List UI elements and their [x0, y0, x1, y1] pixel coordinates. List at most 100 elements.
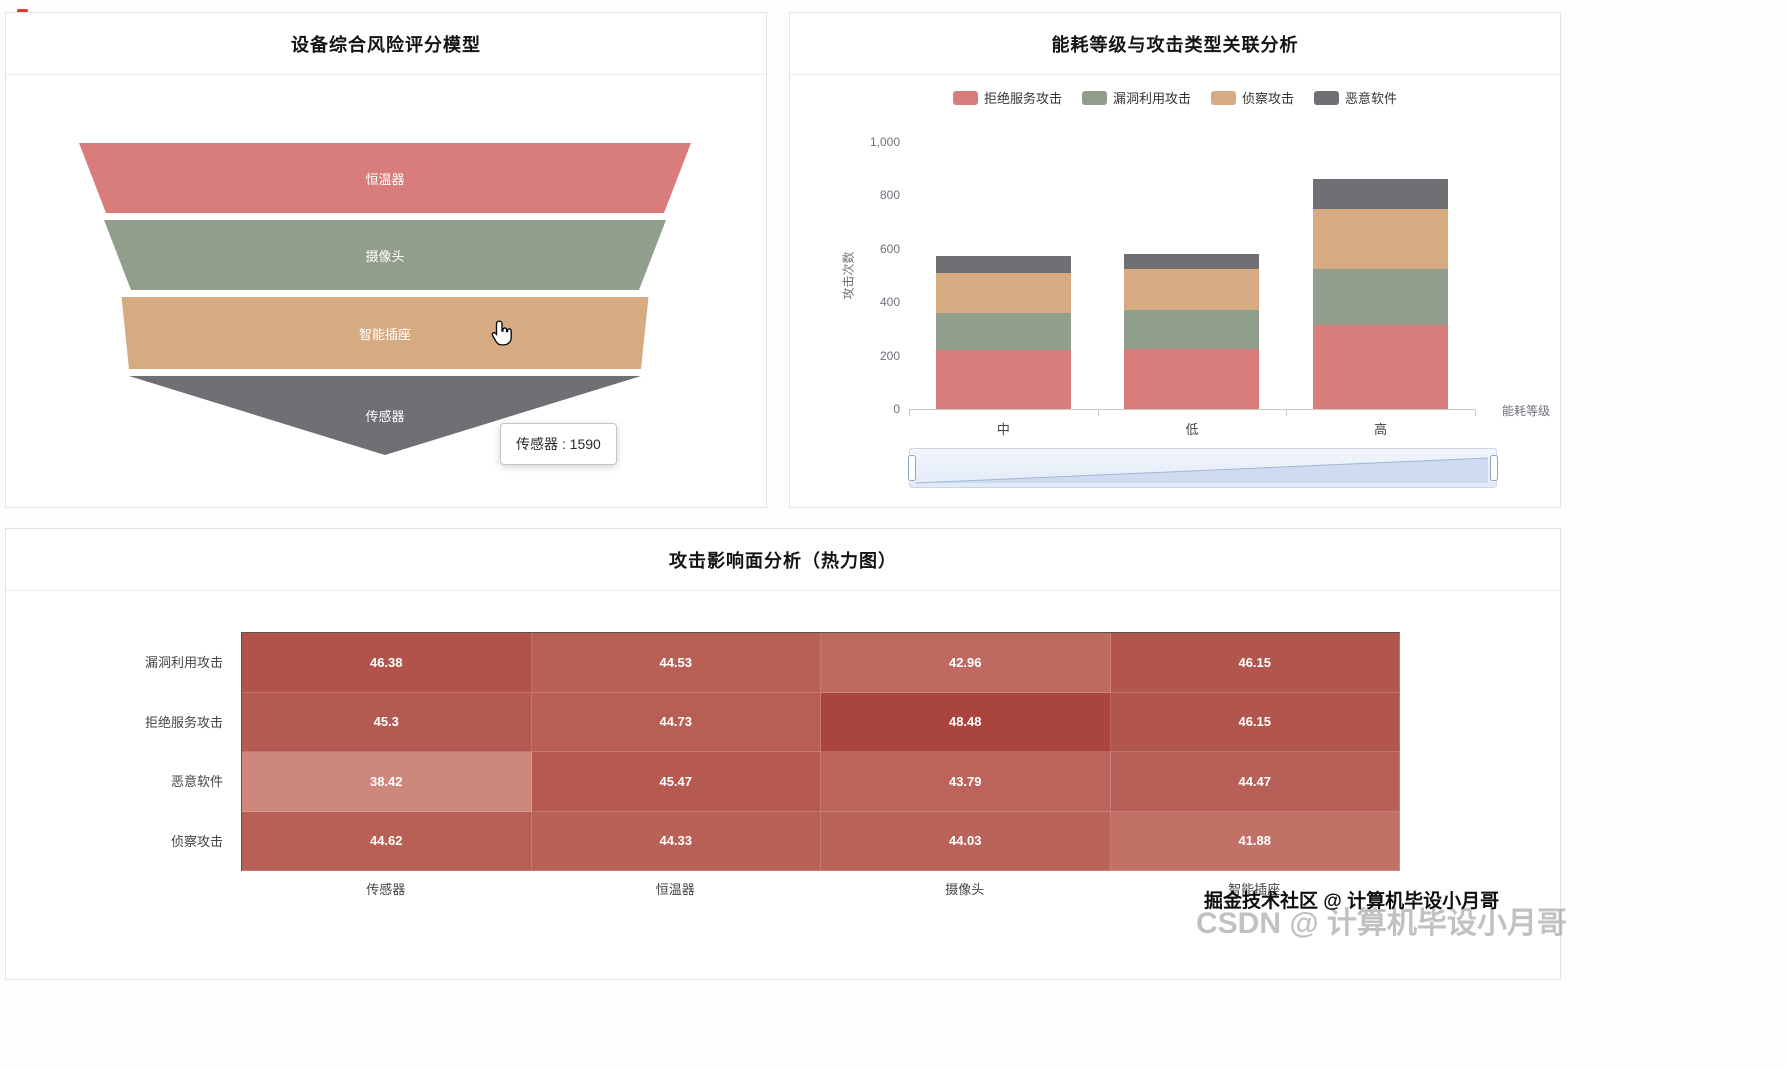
- heatmap-cell[interactable]: 44.33: [531, 811, 821, 871]
- bar-chart-area: 拒绝服务攻击 漏洞利用攻击 侦察攻击 恶意软件 攻击次数 0 200 400 600 800 1…: [790, 75, 1560, 508]
- heatmap-panel: 攻击影响面分析（热力图） 漏洞利用攻击 拒绝服务攻击 恶意软件 侦察攻击 46.38 4…: [5, 528, 1561, 980]
- bar-segment[interactable]: [1313, 268, 1449, 325]
- funnel-chart-area: 恒温器摄像头智能插座传感器 传感器 : 1590: [6, 75, 766, 508]
- bar-panel: 能耗等级与攻击类型关联分析 拒绝服务攻击 漏洞利用攻击 侦察攻击 恶意软件 攻击次数 …: [789, 12, 1561, 508]
- heatmap-cell[interactable]: 46.15: [1110, 692, 1400, 752]
- datazoom-handle-right[interactable]: [1490, 455, 1498, 481]
- bar-segment[interactable]: [1313, 179, 1449, 209]
- x-axis-ticks: [909, 410, 1476, 416]
- y-tick-label: 600: [879, 241, 900, 256]
- heatmap-cell[interactable]: 44.62: [242, 811, 532, 871]
- stacked-bar-1[interactable]: [935, 255, 1071, 409]
- y-tick-label: 1,000: [869, 135, 900, 149]
- funnel-chart: 恒温器摄像头智能插座传感器: [75, 143, 695, 455]
- y-tick-label: 0: [893, 402, 900, 416]
- y-axis-tick-labels: 0 200 400 600 800 1,000: [848, 135, 900, 416]
- legend-label: 恶意软件: [1345, 91, 1398, 106]
- heatmap-cell[interactable]: 44.03: [821, 811, 1111, 871]
- bar-segment[interactable]: [1124, 254, 1260, 269]
- chart-legend: 拒绝服务攻击 漏洞利用攻击 侦察攻击 恶意软件: [790, 88, 1560, 107]
- heatmap-col-labels: 传感器 恒温器 摄像头 智能插座: [241, 879, 1399, 898]
- funnel-panel-header: 设备综合风险评分模型: [6, 13, 766, 75]
- x-axis-title: 能耗等级: [1502, 404, 1551, 418]
- legend-swatch-icon: [1314, 90, 1340, 105]
- heatmap-cell[interactable]: 48.48: [821, 692, 1111, 752]
- funnel-segment-label: 恒温器: [365, 171, 405, 187]
- datazoom-shadow: [915, 457, 1489, 484]
- heatmap-row-label: 漏洞利用攻击: [144, 655, 223, 671]
- funnel-segment-label: 智能插座: [358, 326, 411, 342]
- bar-segment[interactable]: [935, 312, 1071, 351]
- legend-swatch-icon: [952, 90, 978, 105]
- bar-segment[interactable]: [1313, 324, 1449, 409]
- y-tick-label: 400: [879, 295, 900, 310]
- watermark-primary: 掘金技术社区 @ 计算机毕设小月哥: [1204, 891, 1500, 912]
- chart-tooltip: 传感器 : 1590: [500, 423, 617, 465]
- heatmap-cell[interactable]: 44.73: [531, 692, 821, 752]
- bar-segment[interactable]: [1124, 348, 1260, 409]
- bar-segment[interactable]: [1313, 208, 1449, 269]
- datazoom-handle-left[interactable]: [908, 455, 916, 481]
- heatmap-cell[interactable]: 44.47: [1110, 752, 1400, 812]
- heatmap-row-label: 恶意软件: [170, 774, 223, 790]
- bar-segment[interactable]: [1124, 268, 1260, 311]
- heatmap-cell[interactable]: 44.53: [531, 633, 821, 693]
- bar-panel-header: 能耗等级与攻击类型关联分析: [790, 13, 1560, 75]
- heatmap-row-label: 拒绝服务攻击: [144, 714, 223, 730]
- legend-item[interactable]: 拒绝服务攻击: [952, 88, 1062, 107]
- heatmap-row-label: 侦察攻击: [170, 833, 223, 849]
- heatmap-cell[interactable]: 45.3: [242, 692, 532, 752]
- hand-pointer-icon: [491, 320, 512, 346]
- heatmap-panel-header: 攻击影响面分析（热力图）: [6, 529, 1560, 591]
- funnel-segment-2[interactable]: 摄像头: [104, 220, 666, 290]
- funnel-segment-3[interactable]: 智能插座: [121, 297, 649, 369]
- heatmap-chart-area: 漏洞利用攻击 拒绝服务攻击恶意软件侦察攻击 46.38 44.53 42.96 46.1…: [6, 591, 1560, 980]
- legend-label: 拒绝服务攻击: [983, 91, 1062, 106]
- legend-item[interactable]: 恶意软件: [1314, 88, 1397, 107]
- funnel-segment-label: 传感器: [365, 409, 405, 424]
- y-tick-label: 200: [879, 348, 900, 363]
- x-category-label: 中: [996, 422, 1010, 437]
- bar-segment[interactable]: [1124, 310, 1260, 349]
- funnel-segment-1[interactable]: 恒温器: [79, 143, 691, 213]
- watermark-secondary: CSDN @ 计算机毕设小月哥: [1196, 907, 1567, 940]
- heatmap-row-labels: 漏洞利用攻击 拒绝服务攻击恶意软件侦察攻击: [6, 632, 233, 870]
- heatmap-panel-title: 攻击影响面分析（热力图）: [669, 550, 897, 571]
- datazoom-slider[interactable]: [908, 448, 1498, 488]
- bar-segment[interactable]: [935, 272, 1071, 313]
- heatmap-col-label: 摄像头: [945, 882, 985, 897]
- heatmap-cell[interactable]: 45.47: [531, 752, 821, 812]
- legend-label: 漏洞利用攻击: [1112, 91, 1191, 106]
- mouse-cursor-icon: [491, 320, 513, 351]
- stacked-bar-3[interactable]: [1313, 179, 1449, 409]
- x-axis-labels: 中低高: [909, 419, 1475, 438]
- heatmap-col-label: 智能插座: [1228, 882, 1281, 897]
- tooltip-text: 传感器 : 1590: [516, 436, 601, 452]
- heatmap-cell[interactable]: 43.79: [821, 752, 1111, 812]
- legend-label: 侦察攻击: [1242, 91, 1295, 106]
- bar-panel-title: 能耗等级与攻击类型关联分析: [1051, 34, 1299, 55]
- funnel-panel: 设备综合风险评分模型 恒温器摄像头智能插座传感器 传感器 : 1590: [5, 12, 767, 508]
- legend-swatch-icon: [1081, 90, 1107, 105]
- heatmap-cell[interactable]: 38.42: [242, 752, 532, 812]
- bar-segment[interactable]: [935, 350, 1071, 409]
- heatmap-cell[interactable]: 42.96: [821, 633, 1111, 693]
- bar-segment[interactable]: [935, 255, 1071, 273]
- heatmap-cell[interactable]: 41.88: [1110, 811, 1400, 871]
- heatmap-col-label: 恒温器: [655, 882, 695, 897]
- heatmap-grid: 46.38 44.53 42.96 46.15 45.3 44.73 48.48 46.15 3…: [241, 632, 1400, 871]
- heatmap-col-label: 传感器: [366, 882, 406, 897]
- funnel-panel-title: 设备综合风险评分模型: [291, 34, 481, 55]
- legend-swatch-icon: [1211, 90, 1236, 105]
- bar-plot: [909, 142, 1475, 410]
- legend-item[interactable]: 漏洞利用攻击: [1081, 88, 1191, 107]
- x-category-label: 高: [1374, 422, 1388, 437]
- heatmap-cell[interactable]: 46.15: [1110, 633, 1400, 693]
- heatmap-cell[interactable]: 46.38: [242, 633, 532, 693]
- stacked-bar-2[interactable]: [1124, 254, 1260, 409]
- y-tick-label: 800: [879, 188, 900, 203]
- x-category-label: 低: [1185, 422, 1199, 437]
- legend-item[interactable]: 侦察攻击: [1211, 88, 1294, 107]
- funnel-segment-label: 摄像头: [365, 248, 405, 264]
